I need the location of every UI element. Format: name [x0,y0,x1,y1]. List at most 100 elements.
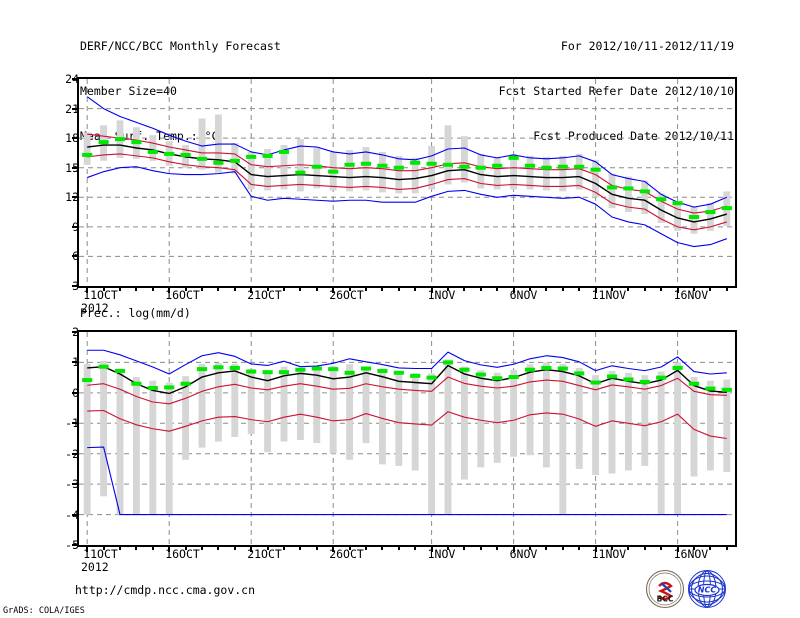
series-ensemble-mean [87,364,727,395]
header-title: DERF/NCC/BCC Monthly Forecast [80,39,281,53]
x-axis-minor-tick [233,288,236,291]
spread-bar [477,153,485,189]
x-axis-minor-tick [119,547,121,550]
spread-bar [132,377,140,515]
spread-bar [411,373,419,471]
y-axis-tick-mark [72,361,78,364]
x-axis-minor-tick [660,288,663,291]
x-axis-minor-tick [168,288,171,291]
x-axis-minor-tick [184,288,187,291]
spread-bar [690,206,698,234]
spread-bar [313,367,321,444]
spread-bar [460,136,468,183]
x-axis-minor-tick [102,288,105,291]
spread-bar [280,366,288,442]
series-ensemble-max [87,349,727,375]
spread-bar [231,363,239,437]
precipitation-plot-frame [77,330,737,547]
header-forecast-range: For 2012/10/11-2012/11/19 [560,39,734,53]
spread-bar [296,369,304,441]
x-axis-minor-tick [561,547,564,550]
spread-bar [378,151,386,193]
y-axis-tick-mark [72,225,78,228]
y-axis-tick-mark [72,513,78,516]
x-axis-minor-tick [447,288,449,291]
observed-dash [492,376,503,381]
observed-dash [377,368,388,373]
observed-dash [229,365,240,370]
svg-text:BCC: BCC [657,595,674,604]
footer-url[interactable]: http://cmdp.ncc.cma.gov.cn [75,583,256,597]
y-axis-tick-mark [72,331,78,333]
x-axis-minor-tick [643,547,646,550]
ensemble-spread-bars [83,359,731,515]
observed-dash [164,385,175,390]
observed-dash [147,149,158,154]
x-axis-minor-tick [643,288,646,291]
y-axis-tick-mark [72,483,78,486]
y-axis-tick-mark [72,452,78,455]
spread-bar [723,379,731,472]
x-axis-tick-label: 1NOV [427,288,456,302]
x-axis-minor-tick [86,547,89,550]
observed-dash [426,375,437,380]
spread-bar [690,377,698,477]
x-axis-tick-label: 1NOV [427,547,456,561]
precipitation-axis-title: Prec.: log(mm/d) [80,306,191,320]
observed-dash [114,368,126,373]
x-axis-minor-tick [512,547,515,550]
x-axis-minor-tick [414,547,417,550]
observed-dash [180,152,191,157]
temperature-plot-frame [77,77,737,288]
x-axis-minor-tick [201,547,203,550]
x-axis-minor-tick [397,288,400,291]
spread-bar [493,156,501,190]
x-axis-minor-tick [545,288,548,291]
observed-dash [82,152,93,157]
x-axis-minor-tick [135,547,138,550]
x-axis-minor-tick [725,547,728,550]
observed-dash [656,375,667,380]
observed-dash [278,149,290,154]
x-axis-tick-label: 11OCT [83,288,118,302]
observed-dash [574,371,585,376]
x-axis-minor-tick [529,547,531,550]
x-axis-minor-tick [594,288,597,291]
x-axis-minor-tick [496,547,499,550]
observed-dash [262,153,273,158]
spread-bar [165,382,173,515]
x-axis-minor-tick [332,288,335,291]
observed-markers [82,137,732,219]
series-lower-quartile [87,153,727,231]
x-axis-minor-tick [430,288,433,291]
x-axis-minor-tick [594,547,597,550]
observed-dash [442,360,454,365]
x-axis-minor-tick [315,547,318,550]
x-axis-tick-label: 21OCT [247,288,282,302]
x-axis-minor-tick [381,547,384,550]
spread-bar [346,364,354,460]
spread-bar [608,370,616,474]
x-axis-minor-tick [332,547,335,550]
spread-bar [444,125,452,185]
observed-dash [721,206,732,211]
spread-bar [624,372,632,471]
observed-dash [213,365,224,370]
x-axis-minor-tick [348,547,351,550]
observed-dash [475,372,486,377]
x-axis-tick-label: 26OCT [329,547,364,561]
bcc-logo-icon: BCC [645,569,685,609]
observed-dash [688,381,700,386]
observed-dash [475,165,486,170]
observed-dash [246,154,257,159]
x-axis-minor-tick [184,547,187,550]
header-start-date: Fcst Started Refer Date 2012/10/10 [498,84,734,98]
spread-bar [362,147,370,191]
spread-bar [264,370,272,453]
series-upper-quartile [87,133,727,214]
x-axis-minor-tick [86,288,89,291]
x-axis-minor-tick [693,547,695,550]
header-right: For 2012/10/11-2012/11/19 Fcst Started R… [499,9,734,174]
